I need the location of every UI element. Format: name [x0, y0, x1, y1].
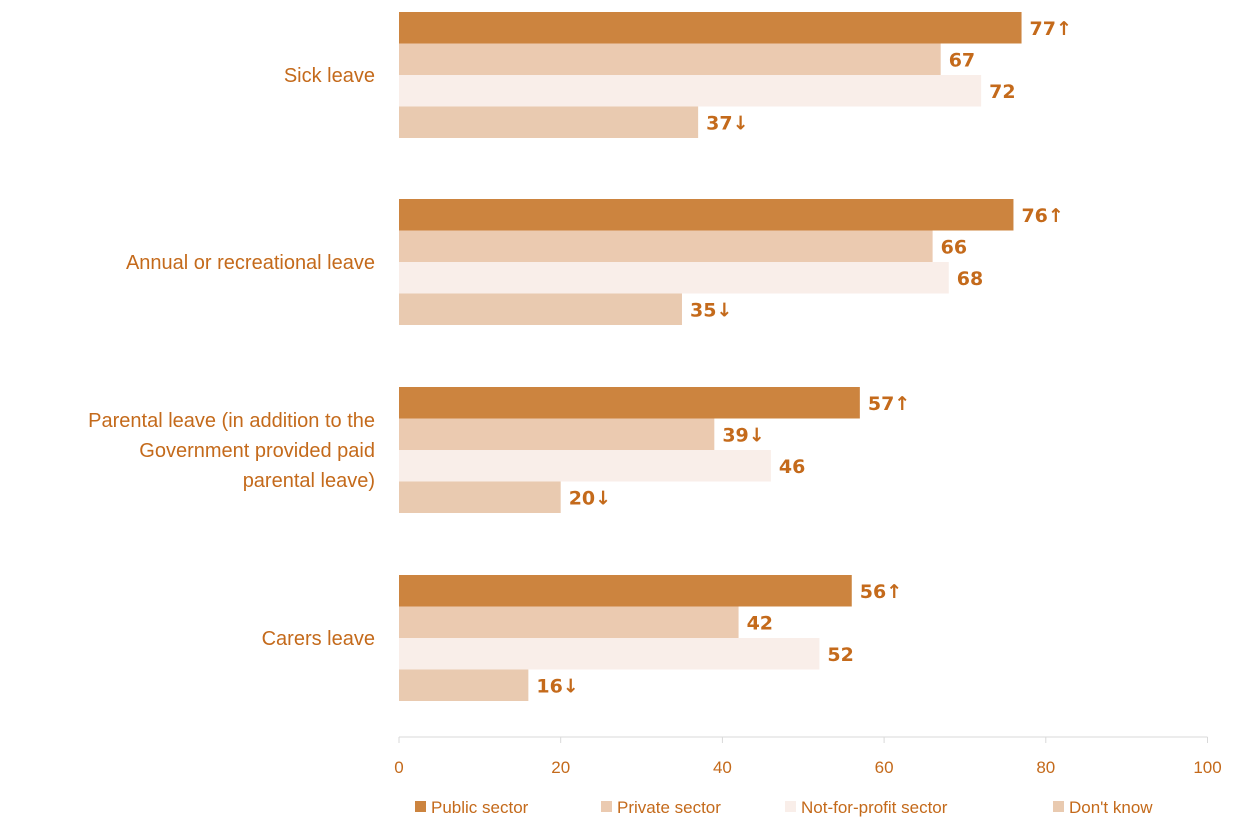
x-tick-label-0: 0 — [394, 758, 403, 777]
x-tick-label-60: 60 — [875, 758, 894, 777]
x-tick-label-40: 40 — [713, 758, 732, 777]
value-label-not-for-profit-sector-4: 52 — [827, 644, 853, 666]
category-label-2: Annual or recreational leave — [126, 252, 375, 274]
bar-not-for-profit-sector-3 — [399, 450, 771, 482]
value-label-private-sector-2: 66 — [941, 236, 967, 258]
value-label-public-sector-2: 76↑ — [1021, 205, 1063, 227]
value-label-public-sector-1: 77↑ — [1030, 18, 1072, 40]
value-label-not-for-profit-sector-2: 68 — [957, 268, 983, 290]
x-axis-ticks-group: 0 20 40 60 80 100 — [394, 737, 1222, 777]
value-label-don-t-know-2: 35↓ — [690, 299, 732, 321]
category-label-line: Sick leave — [284, 65, 375, 87]
value-label-don-t-know-4: 16↓ — [536, 675, 578, 697]
value-label-don-t-know-1: 37↓ — [706, 112, 748, 134]
bar-not-for-profit-sector-2 — [399, 262, 949, 294]
legend-label-not-for-profit-sector: Not-for-profit sector — [801, 798, 948, 817]
value-label-don-t-know-3: 20↓ — [569, 487, 611, 509]
category-label-line: Government provided paid — [139, 440, 375, 462]
legend-swatch-private-sector — [601, 801, 612, 812]
legend-label-public-sector: Public sector — [431, 798, 529, 817]
value-label-public-sector-4: 56↑ — [860, 581, 902, 603]
value-label-not-for-profit-sector-1: 72 — [989, 81, 1015, 103]
value-label-public-sector-3: 57↑ — [868, 393, 910, 415]
value-label-not-for-profit-sector-3: 46 — [779, 456, 805, 478]
value-labels-group: 77↑ 67 72 37↓ 76↑ 66 68 35↓ 57↑ 39↓ 46 20↓ 56↑ 42 52 16… — [536, 18, 1072, 698]
legend-swatch-public-sector — [415, 801, 426, 812]
bar-private-sector-1 — [399, 43, 941, 75]
bar-public-sector-3 — [399, 387, 860, 419]
category-label-line: Carers leave — [262, 628, 375, 650]
value-label-private-sector-1: 67 — [949, 49, 975, 71]
bar-public-sector-1 — [399, 12, 1022, 44]
category-label-4: Carers leave — [262, 628, 375, 650]
category-label-1: Sick leave — [284, 65, 375, 87]
category-label-line: parental leave) — [243, 470, 375, 492]
bar-public-sector-4 — [399, 575, 852, 607]
legend-label-private-sector: Private sector — [617, 798, 721, 817]
category-label-line: Parental leave (in addition to the — [88, 410, 375, 432]
bar-private-sector-4 — [399, 606, 739, 638]
bar-public-sector-2 — [399, 199, 1014, 231]
bar-private-sector-2 — [399, 230, 933, 262]
legend-swatch-not-for-profit-sector — [785, 801, 796, 812]
bar-don-t-know-4 — [399, 669, 529, 701]
bar-don-t-know-1 — [399, 106, 699, 138]
bars-group — [399, 12, 1022, 701]
bar-don-t-know-2 — [399, 293, 682, 325]
value-label-private-sector-4: 42 — [747, 612, 773, 634]
legend: Public sector Private sector Not-for-profi… — [415, 798, 1153, 817]
legend-swatch-don-t-know — [1053, 801, 1064, 812]
category-label-3: Parental leave (in addition to the Govern… — [88, 410, 375, 492]
bar-not-for-profit-sector-4 — [399, 638, 820, 670]
legend-label-don-t-know: Don't know — [1069, 798, 1153, 817]
bar-don-t-know-3 — [399, 481, 561, 513]
x-tick-label-100: 100 — [1193, 758, 1221, 777]
category-label-line: Annual or recreational leave — [126, 252, 375, 274]
x-tick-label-20: 20 — [551, 758, 570, 777]
bar-private-sector-3 — [399, 418, 715, 450]
x-tick-label-80: 80 — [1036, 758, 1055, 777]
bar-not-for-profit-sector-1 — [399, 75, 982, 107]
value-label-private-sector-3: 39↓ — [722, 424, 764, 446]
category-labels-group: Sick leave Annual or recreational leave Pa… — [88, 65, 375, 650]
